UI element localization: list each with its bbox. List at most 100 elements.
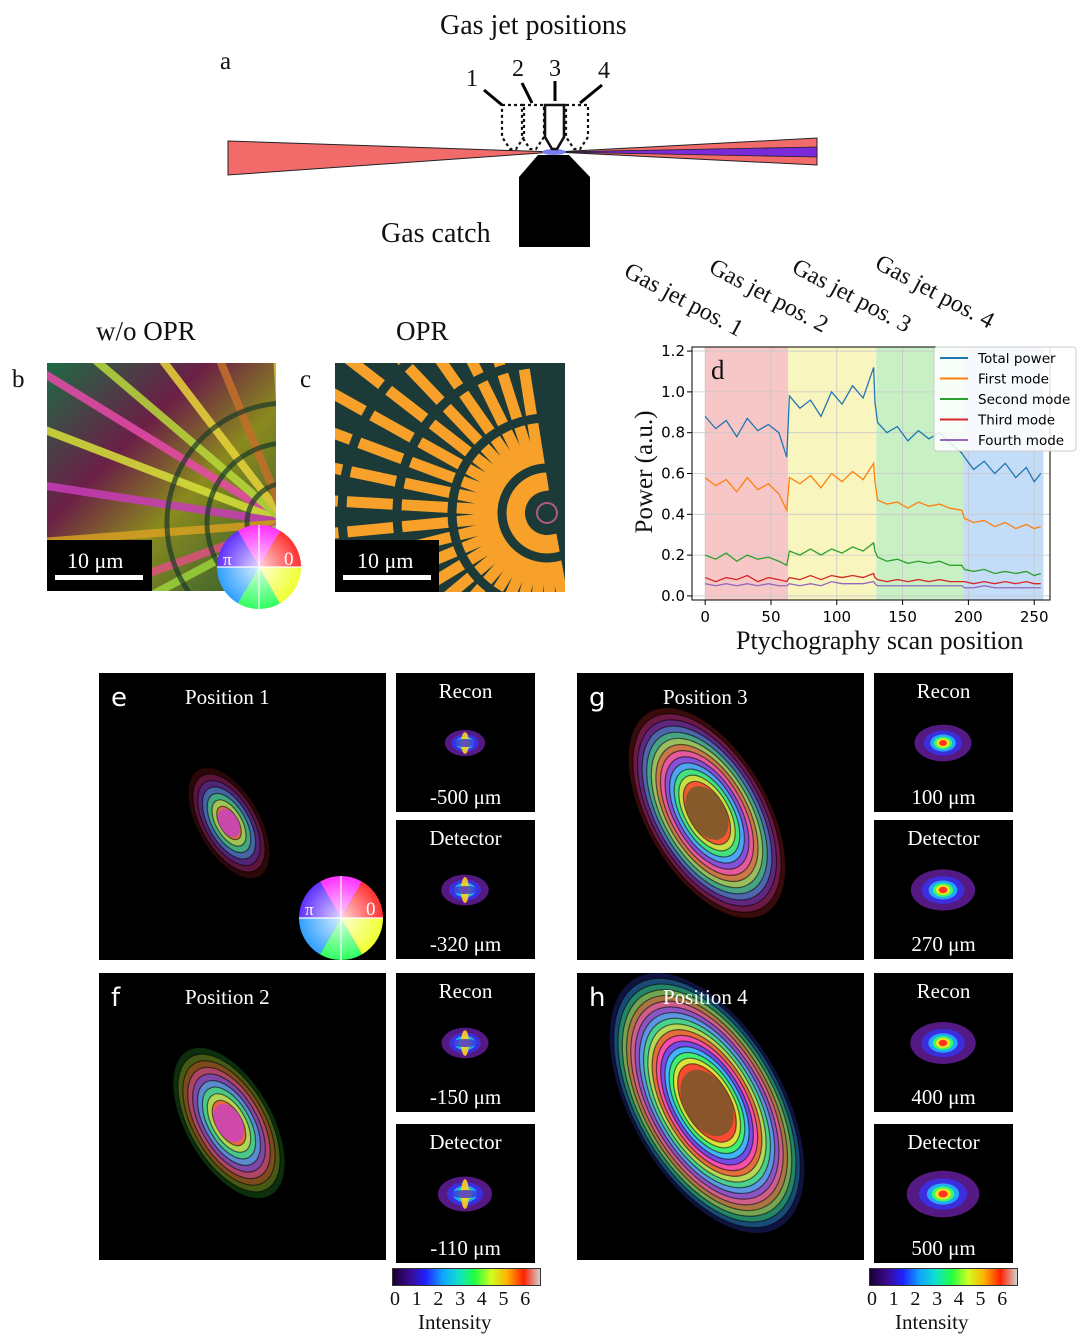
power-chart: 0 50 100 150 200 250 0.0 0.2 0.4 0.6 0.8 1.0 1.2 Tota… bbox=[661, 342, 1077, 626]
x-tick-label: 150 bbox=[888, 608, 917, 626]
propagation-distance: -110 μm bbox=[430, 1236, 501, 1260]
panel-d-letter: d bbox=[711, 355, 725, 385]
panel-b-scalebar-label: 10 μm bbox=[67, 548, 124, 573]
colorbar-label: Intensity bbox=[418, 1310, 492, 1334]
gas-catch-shape bbox=[519, 155, 590, 247]
chart-xlabel: Ptychography scan position bbox=[736, 626, 1024, 655]
propagation-distance: 100 μm bbox=[911, 785, 976, 809]
beam-phase-image: h Position 4 bbox=[577, 973, 864, 1260]
interaction-spot bbox=[542, 149, 566, 155]
propagation-distance: -500 μm bbox=[429, 785, 502, 809]
beam-phase-image: g Position 3 bbox=[577, 673, 864, 960]
small-image-label: Recon bbox=[438, 679, 493, 703]
propagation-distance: -320 μm bbox=[429, 932, 502, 956]
panel-a-title: Gas jet positions bbox=[440, 10, 627, 41]
detector-image: Detector 500 μm bbox=[874, 1124, 1013, 1263]
position-title: Position 2 bbox=[185, 985, 270, 1009]
x-tick-label: 250 bbox=[1020, 608, 1049, 626]
colorbar-tick: 4 bbox=[953, 1288, 964, 1310]
panel-b-title: w/o OPR bbox=[96, 316, 196, 346]
wheel-pi-label: π bbox=[223, 550, 232, 569]
small-image-label: Detector bbox=[907, 826, 980, 850]
recon-image: Recon -500 μm bbox=[396, 673, 535, 812]
detector-image: Detector 270 μm bbox=[874, 820, 1013, 959]
y-tick-label: 0.6 bbox=[661, 465, 685, 483]
colorbar-tick: 0 bbox=[867, 1288, 877, 1310]
colorbar-tick: 2 bbox=[910, 1288, 921, 1310]
series-line-4 bbox=[704, 572, 1041, 585]
x-tick-label: 0 bbox=[700, 608, 710, 626]
small-image-label: Detector bbox=[429, 826, 502, 850]
small-image-label: Recon bbox=[916, 979, 971, 1003]
position-title: Position 4 bbox=[663, 985, 748, 1009]
detector-image: Detector -110 μm bbox=[396, 1124, 535, 1263]
colorbar-tick: 2 bbox=[433, 1288, 444, 1310]
propagation-distance: 400 μm bbox=[911, 1085, 976, 1109]
nozzle-1 bbox=[500, 103, 526, 151]
recon-image: Recon 100 μm bbox=[874, 673, 1013, 812]
beam-phase-image: e Position 1 bbox=[99, 673, 386, 960]
small-image-label: Detector bbox=[429, 1130, 502, 1154]
panel-c-letter: c bbox=[300, 366, 312, 393]
series-line-1 bbox=[704, 367, 1042, 483]
series-line-5 bbox=[705, 580, 1041, 589]
panel-letter: e bbox=[111, 683, 127, 713]
beam-phase-image: f Position 2 bbox=[99, 973, 386, 1260]
colorbar-label: Intensity bbox=[895, 1310, 969, 1334]
y-tick-label: 1.0 bbox=[661, 383, 685, 401]
detector-image: Detector -320 μm bbox=[396, 820, 535, 959]
jet-number-4: 4 bbox=[598, 58, 610, 84]
series-line-3 bbox=[704, 541, 1041, 577]
opr-probe-image: 10 μm bbox=[335, 363, 565, 592]
colorbar-tick: 1 bbox=[888, 1288, 899, 1310]
propagation-distance: -150 μm bbox=[429, 1085, 502, 1109]
series-line-2 bbox=[704, 461, 1041, 530]
plot-frame bbox=[691, 346, 1051, 601]
propagation-distance: 270 μm bbox=[911, 932, 976, 956]
y-tick-label: 0.4 bbox=[661, 505, 685, 523]
panel-letter: g bbox=[589, 683, 606, 713]
small-image-label: Recon bbox=[438, 979, 493, 1003]
colorbar-tick: 3 bbox=[932, 1288, 943, 1310]
nozzle-3 bbox=[543, 103, 566, 151]
legend-label: Fourth mode bbox=[978, 433, 1064, 449]
small-image-label: Recon bbox=[916, 679, 971, 703]
propagation-distance: 500 μm bbox=[911, 1236, 976, 1260]
panel-c-scalebar bbox=[343, 575, 431, 580]
panel-a-letter: a bbox=[220, 48, 232, 75]
panel-b-scalebar bbox=[55, 575, 143, 580]
colorbar-tick: 1 bbox=[411, 1288, 422, 1310]
y-tick-label: 1.2 bbox=[661, 342, 685, 360]
x-tick-label: 50 bbox=[761, 608, 780, 626]
panel-c-title: OPR bbox=[396, 316, 449, 346]
colorbar-tick: 3 bbox=[455, 1288, 466, 1310]
wheel-e-zero-label: 0 bbox=[366, 899, 376, 920]
position-title: Position 1 bbox=[185, 685, 270, 709]
colorbar-tick: 0 bbox=[390, 1288, 400, 1310]
panel-b-letter: b bbox=[12, 366, 25, 393]
legend-label: Third mode bbox=[977, 413, 1055, 429]
colorbar-tick: 4 bbox=[476, 1288, 487, 1310]
chart-ylabel: Power (a.u.) bbox=[631, 410, 658, 534]
chart-legend: Total power First mode Second mode Third mo… bbox=[933, 346, 1077, 452]
gas-catch-label: Gas catch bbox=[381, 218, 491, 249]
legend-label: Total power bbox=[977, 351, 1056, 367]
panel-letter: h bbox=[589, 983, 606, 1013]
panel-letter: f bbox=[111, 983, 121, 1013]
colorbar-gradient bbox=[869, 1268, 1018, 1286]
phase-color-wheel-e bbox=[299, 875, 383, 961]
x-tick-label: 200 bbox=[954, 608, 983, 626]
colorbar-tick: 6 bbox=[997, 1288, 1008, 1310]
recon-image: Recon 400 μm bbox=[874, 973, 1013, 1112]
position-title: Position 3 bbox=[663, 685, 748, 709]
phase-color-wheel bbox=[216, 524, 301, 610]
y-tick-label: 0.8 bbox=[661, 424, 685, 442]
jet-number-3: 3 bbox=[549, 56, 561, 82]
colorbar-tick: 5 bbox=[975, 1288, 986, 1310]
colorbar-gradient bbox=[392, 1268, 541, 1286]
legend-label: First mode bbox=[978, 372, 1049, 388]
panel-c-scalebar-label: 10 μm bbox=[357, 548, 414, 573]
x-tick-label: 100 bbox=[822, 608, 851, 626]
wheel-zero-label: 0 bbox=[284, 549, 294, 570]
y-tick-label: 0.0 bbox=[661, 587, 685, 605]
